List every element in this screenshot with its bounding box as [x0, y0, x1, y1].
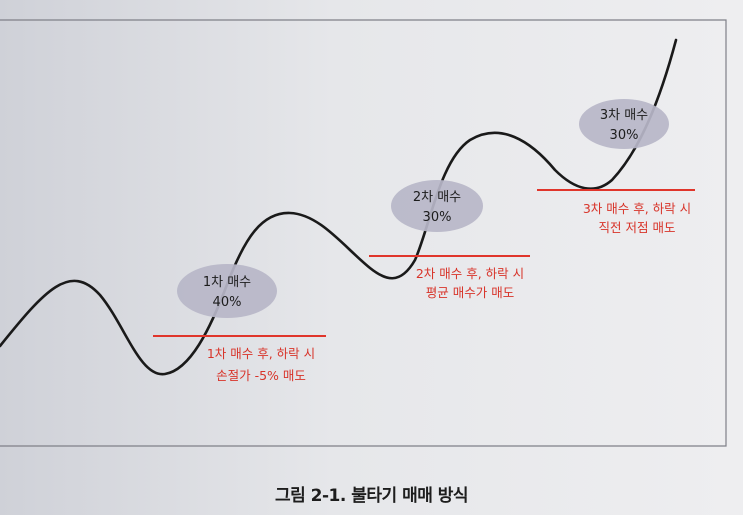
figure-caption: 그림 2-1. 불타기 매매 방식 — [274, 486, 469, 506]
stage-1-bubble: 1차 매수 40% — [177, 264, 277, 318]
stage-1-note: 1차 매수 후, 하락 시 손절가 -5% 매도 — [207, 346, 315, 383]
stage-2-note-line1: 2차 매수 후, 하락 시 — [416, 266, 524, 281]
stage-2-bubble: 2차 매수 30% — [391, 180, 483, 232]
stage-2-bubble-title: 2차 매수 — [413, 190, 461, 205]
stage-1-note-line2: 손절가 -5% 매도 — [216, 368, 306, 383]
stage-3-bubble-percent: 30% — [610, 128, 639, 143]
stage-3-note-line1: 3차 매수 후, 하락 시 — [583, 201, 691, 216]
stage-3-bubble: 3차 매수 30% — [579, 99, 669, 149]
stage-1-bubble-title: 1차 매수 — [203, 275, 251, 290]
stage-3-bubble-title: 3차 매수 — [600, 108, 648, 123]
stage-2-bubble-percent: 30% — [423, 210, 452, 225]
stage-3-note-line2: 직전 저점 매도 — [599, 220, 676, 235]
figure-border — [0, 19, 727, 447]
price-curve — [0, 38, 678, 376]
stage-2-note-line2: 평균 매수가 매도 — [426, 285, 514, 300]
stage-1-note-line1: 1차 매수 후, 하락 시 — [207, 346, 315, 361]
stage-2-note: 2차 매수 후, 하락 시 평균 매수가 매도 — [416, 266, 524, 300]
stage-3-note: 3차 매수 후, 하락 시 직전 저점 매도 — [583, 201, 691, 235]
stage-1-bubble-percent: 40% — [213, 295, 242, 310]
